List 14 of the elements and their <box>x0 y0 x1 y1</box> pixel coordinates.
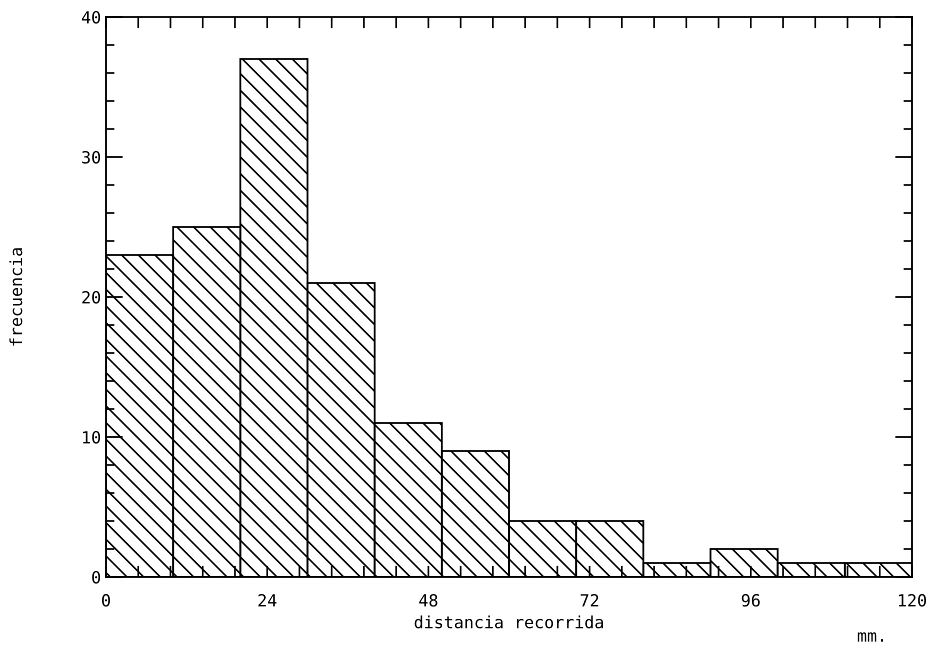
x-axis-title: distancia recorrida <box>414 616 603 628</box>
x-tick-label: 72 <box>580 594 598 606</box>
x-tick-label: 96 <box>742 594 760 607</box>
y-tick-label: 20 <box>82 291 100 304</box>
y-tick-label: 0 <box>92 571 100 584</box>
y-tick-label: 10 <box>83 431 100 444</box>
text: mm. <box>858 632 884 642</box>
x-tick-label: 48 <box>419 594 438 607</box>
x-tick-label: 120 <box>898 594 926 607</box>
x-tick-label: 0 <box>102 594 110 607</box>
y-tick-label: 30 <box>82 151 100 164</box>
y-tick-label: 40 <box>82 11 100 24</box>
y-axis-title: frecuencia <box>9 248 22 346</box>
x-tick-label: 24 <box>258 594 276 606</box>
